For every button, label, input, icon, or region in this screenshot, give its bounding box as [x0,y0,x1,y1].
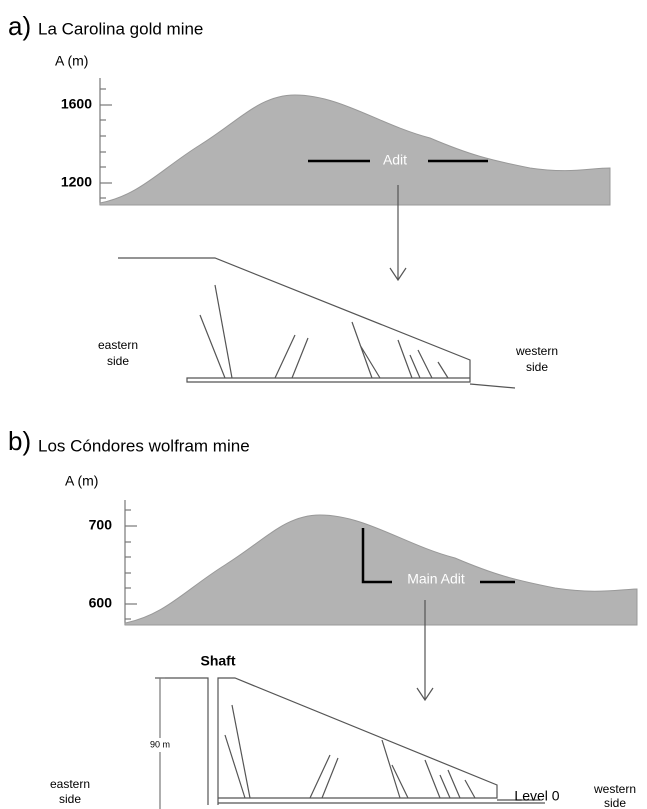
panel-letter: b) [8,426,31,456]
tick-label: 1200 [61,174,92,190]
panel-title: La Carolina gold mine [38,19,203,38]
hill [124,514,638,626]
level-label: Level 0 [514,788,559,804]
arrow [416,600,434,702]
panel-a: a) La Carolina gold mine A (m) 1600 1200… [8,11,611,389]
depth-label: 90 m [150,739,170,749]
adit-label: Adit [383,152,407,168]
tick-label: 600 [89,595,113,611]
hill [99,94,611,206]
panel-letter: a) [8,11,31,41]
tick-label: 1600 [61,96,92,112]
axis-label: A (m) [65,473,98,489]
east-label: eastern side [50,777,90,806]
panel-title: Los Cóndores wolfram mine [38,436,250,455]
minor-ticks [125,509,137,620]
adit-line [361,528,515,584]
shaft-label: Shaft [201,653,236,669]
section [118,257,516,389]
tick-label: 700 [89,517,113,533]
arrow [389,185,407,282]
adit-label: Main Adit [407,571,465,587]
minor-ticks [100,88,112,199]
panel-b: b) Los Cóndores wolfram mine A (m) 700 6… [8,426,638,809]
section [155,677,545,805]
depth-bg [144,738,176,752]
east-label: eastern side [98,338,138,368]
west-label: western side [593,782,636,809]
veins [224,704,476,799]
veins [199,284,449,379]
axis-label: A (m) [55,53,88,69]
west-label: western side [515,344,558,374]
